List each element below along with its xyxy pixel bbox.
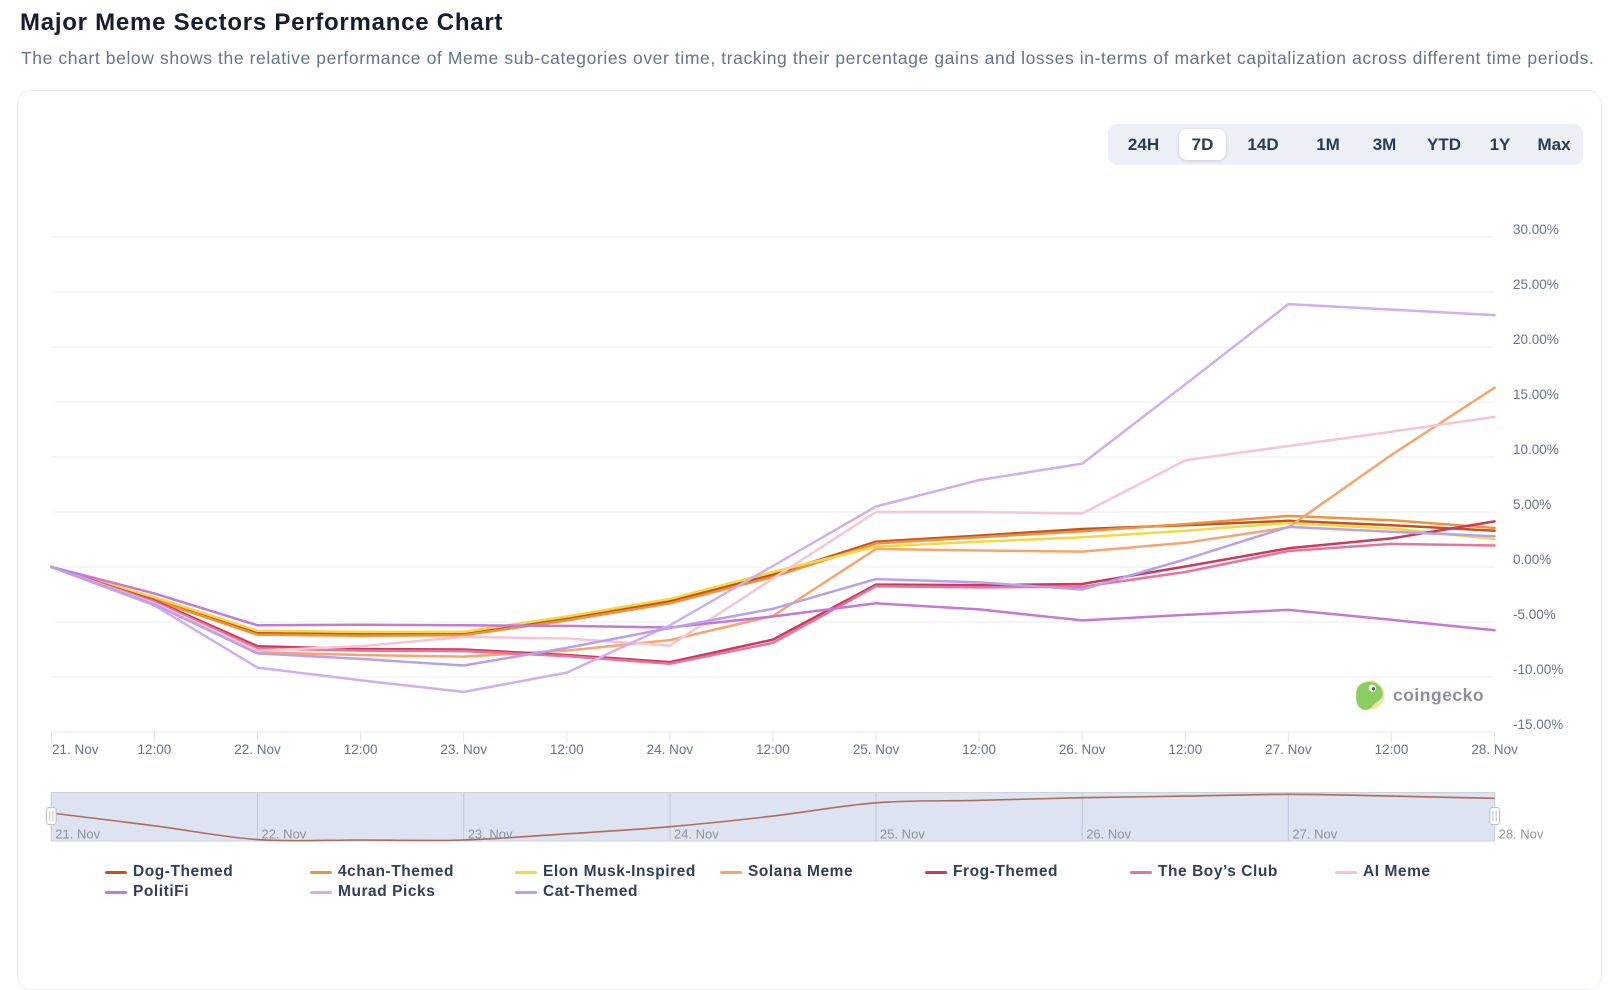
svg-text:coingecko: coingecko [1393, 685, 1484, 705]
svg-text:-10.00%: -10.00% [1513, 662, 1563, 677]
svg-text:25.00%: 25.00% [1513, 277, 1559, 292]
svg-text:30.00%: 30.00% [1513, 222, 1559, 237]
svg-text:25. Nov: 25. Nov [880, 827, 925, 842]
svg-text:21. Nov: 21. Nov [52, 742, 99, 757]
svg-text:12:00: 12:00 [550, 742, 584, 757]
svg-text:12:00: 12:00 [756, 742, 790, 757]
svg-text:-5.00%: -5.00% [1513, 607, 1556, 622]
svg-text:12:00: 12:00 [1168, 742, 1202, 757]
svg-text:27. Nov: 27. Nov [1292, 827, 1337, 842]
svg-text:24. Nov: 24. Nov [674, 827, 719, 842]
svg-text:28. Nov: 28. Nov [1471, 742, 1518, 757]
svg-text:10.00%: 10.00% [1513, 442, 1559, 457]
svg-text:28. Nov: 28. Nov [1499, 827, 1544, 842]
svg-text:15.00%: 15.00% [1513, 387, 1559, 402]
svg-text:26. Nov: 26. Nov [1086, 827, 1131, 842]
svg-text:22. Nov: 22. Nov [262, 827, 307, 842]
svg-text:25. Nov: 25. Nov [853, 742, 900, 757]
svg-text:20.00%: 20.00% [1513, 332, 1559, 347]
svg-text:26. Nov: 26. Nov [1059, 742, 1106, 757]
svg-text:0.00%: 0.00% [1513, 552, 1551, 567]
svg-text:23. Nov: 23. Nov [440, 742, 487, 757]
svg-text:12:00: 12:00 [962, 742, 996, 757]
svg-text:12:00: 12:00 [1375, 742, 1409, 757]
svg-text:-15.00%: -15.00% [1513, 717, 1563, 732]
svg-text:12:00: 12:00 [344, 742, 378, 757]
svg-text:5.00%: 5.00% [1513, 497, 1551, 512]
svg-text:23. Nov: 23. Nov [468, 827, 513, 842]
svg-text:24. Nov: 24. Nov [647, 742, 694, 757]
svg-text:21. Nov: 21. Nov [55, 827, 100, 842]
svg-text:27. Nov: 27. Nov [1265, 742, 1312, 757]
svg-text:12:00: 12:00 [138, 742, 172, 757]
svg-text:22. Nov: 22. Nov [234, 742, 281, 757]
